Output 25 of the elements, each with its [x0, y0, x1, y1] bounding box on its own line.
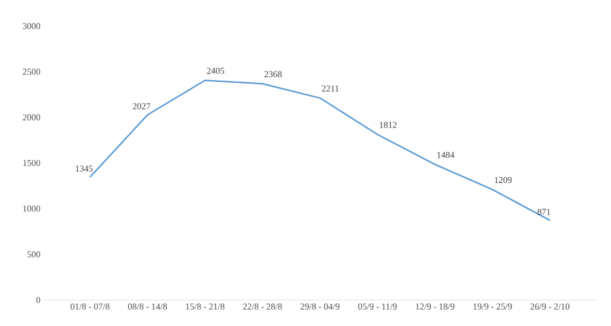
y-tick-label: 3000	[22, 22, 40, 30]
x-tick-label: 01/8 - 07/8	[70, 304, 110, 310]
data-label: 1209	[494, 176, 512, 184]
data-label: 1812	[380, 122, 397, 128]
x-tick-label: 12/9 - 18/9	[416, 304, 454, 310]
y-tick-label: 2000	[22, 114, 40, 120]
x-tick-label: 08/8 - 14/8	[128, 304, 167, 310]
data-label: 2405	[206, 68, 224, 74]
x-tick-label: 05/9 - 11/9	[358, 304, 397, 310]
x-tick-label: 26/9 - 2/10	[530, 304, 570, 310]
data-label: 2211	[322, 86, 339, 92]
y-tick-label: 1500	[23, 160, 40, 166]
y-tick-label: 2500	[22, 68, 40, 75]
x-tick-label: 22/8 - 28/8	[243, 304, 282, 310]
x-tick-label: 15/8 - 21/8	[186, 304, 224, 310]
data-label: 1484	[437, 152, 454, 158]
data-label: 2368	[264, 71, 282, 78]
y-tick-label: 500	[27, 251, 40, 258]
data-label: 1345	[76, 166, 93, 172]
data-label: 2027	[132, 103, 150, 110]
data-label: 871	[538, 208, 550, 215]
x-tick-label: 19/9 - 25/9	[474, 304, 512, 310]
x-tick-label: 29/8 - 04/9	[300, 304, 340, 310]
y-tick-label: 0	[36, 296, 40, 304]
y-tick-label: 1000	[23, 206, 40, 212]
